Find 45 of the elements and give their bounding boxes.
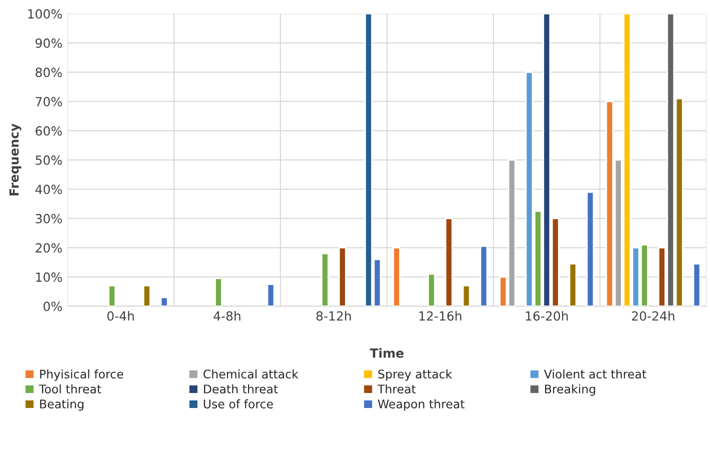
bar [586,191,594,306]
x-tick-label: 12-16h [419,311,462,321]
y-tick-label: 40% [35,184,62,194]
bar [428,273,436,306]
bar [266,284,275,306]
bar [321,252,329,306]
legend-label: Breaking [545,384,596,396]
bar [214,278,222,306]
legend-label: Violent act threat [544,369,646,379]
bar [568,263,577,306]
y-tick-label: 50% [36,155,62,165]
legend-label: Death threat [204,384,278,394]
bar [444,218,453,306]
legend-label: Phyisical force [40,369,124,381]
legend-label: Threat [378,384,416,394]
bar [480,246,488,306]
y-tick-label: 20% [36,243,62,253]
legend-label: Sprey attack [378,369,452,381]
y-tick-label: 60% [36,126,62,136]
bar [392,247,401,306]
x-tick-label: 0-4h [107,311,134,321]
legend-label: Chemical attack [204,369,298,379]
y-tick-label: 100% [28,9,62,19]
x-axis-title: Time [370,348,404,358]
y-tick-label: 70% [36,96,62,106]
x-tick-label: 20-24h [632,311,674,321]
x-tick-label: 16-20h [526,311,568,321]
legend-label: Use of force [204,399,273,408]
bar [142,285,151,306]
x-tick-label: 4-8h [214,311,240,321]
bar [338,247,346,306]
legend-label: Beating [40,399,84,411]
legend-label: Weapon threat [378,399,465,411]
x-tick-label: 8-12h [316,311,351,321]
bar [160,296,168,306]
y-tick-label: 30% [36,214,62,224]
bar [108,285,116,306]
y-tick-label: 0% [44,302,62,312]
y-tick-label: 80% [36,68,62,78]
y-tick-label: 10% [36,272,62,282]
legend-label: Tool threat [38,384,102,394]
y-tick-label: 90% [36,38,62,48]
bar [462,285,470,306]
bar [692,263,701,306]
y-axis-title: Frequency [9,124,22,196]
